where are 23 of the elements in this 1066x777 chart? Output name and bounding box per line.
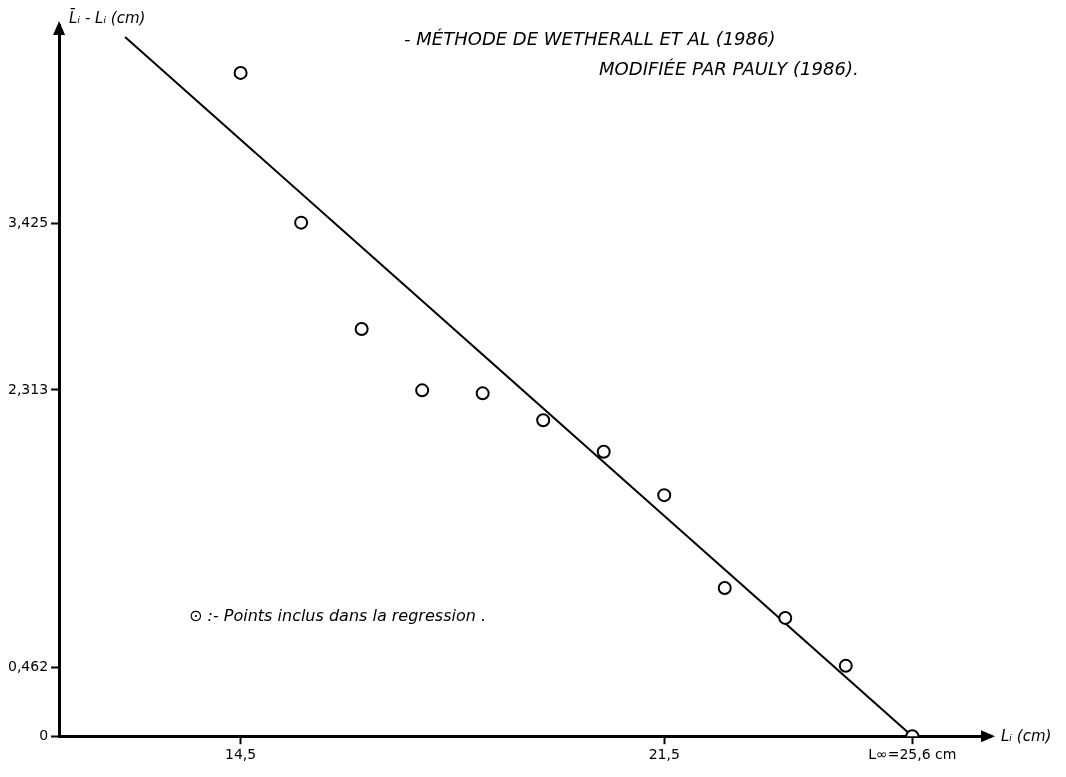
text: MODIFIÉE PAR PAULY (1986). (599, 58, 859, 79)
x-tick-label: L∞=25,6 cm (868, 746, 957, 763)
y-axis-title: L̄ᵢ - Lᵢ (cm) (69, 8, 146, 27)
point (657, 488, 672, 503)
x-tick-label: 14,5 (225, 746, 257, 763)
point (233, 65, 248, 80)
y-tick-label: 3,425 (7, 214, 49, 231)
point (596, 444, 611, 459)
point (778, 610, 793, 625)
chart-title: - MÉTHODE DE WETHERALL ET AL (1986) (404, 28, 776, 49)
point (475, 386, 490, 401)
point (354, 321, 369, 336)
annotation: ⊙ :- Points inclus dans la regression . (189, 606, 487, 626)
point (838, 658, 853, 673)
y-tick-label: 2,313 (7, 380, 49, 397)
point (536, 413, 551, 428)
x-tick-label: 21,5 (648, 746, 680, 763)
x-axis-title: Lᵢ (cm) (1001, 727, 1052, 746)
y-tick-label: 0 (39, 726, 49, 743)
point (415, 383, 430, 398)
point (717, 580, 732, 595)
point (294, 215, 309, 230)
y-tick-label: 0,462 (7, 657, 49, 674)
